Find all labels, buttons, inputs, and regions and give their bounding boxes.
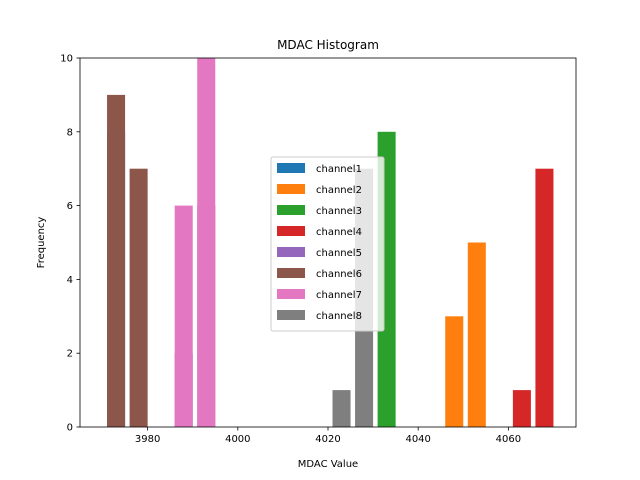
bar-channel8-4023 xyxy=(332,390,351,427)
y-tick-label: 2 xyxy=(67,349,73,360)
y-tick-label: 8 xyxy=(67,127,73,138)
bar-channel2-4053 xyxy=(467,242,486,427)
legend-label-channel6: channel6 xyxy=(316,269,362,280)
legend-box xyxy=(270,156,385,332)
x-tick-label: 4040 xyxy=(405,434,430,445)
x-axis: 3980 4000 4020 4040 4060 xyxy=(135,427,521,445)
legend-swatch-channel4 xyxy=(277,226,305,236)
y-tick-label: 0 xyxy=(67,423,73,434)
legend-label-channel8: channel8 xyxy=(316,311,362,322)
y-axis-label: Frequency xyxy=(36,217,47,269)
y-tick-label: 4 xyxy=(67,275,73,286)
bar-channel7-3988 xyxy=(174,205,193,427)
legend-swatch-channel1 xyxy=(277,163,305,173)
x-tick-label: 3980 xyxy=(135,434,160,445)
legend-label-channel4: channel4 xyxy=(316,227,362,238)
y-tick-label: 6 xyxy=(67,201,73,212)
bar-channel2-4048 xyxy=(445,316,464,427)
legend-swatch-channel8 xyxy=(277,310,305,320)
bar-channel4-4063 xyxy=(512,390,531,427)
x-axis-label: MDAC Value xyxy=(298,459,358,470)
bar-channel6-3973 xyxy=(107,94,126,428)
legend-swatch-channel2 xyxy=(277,184,305,194)
bar-channel7-3993 xyxy=(197,58,216,427)
bar-channel4-4068 xyxy=(535,168,554,427)
legend-label-channel3: channel3 xyxy=(316,206,362,217)
legend-label-channel1: channel1 xyxy=(316,164,362,175)
legend-label-channel7: channel7 xyxy=(316,290,362,301)
x-tick-label: 4020 xyxy=(315,434,340,445)
legend: channel1 channel2 channel3 channel4 channel5… xyxy=(270,156,385,332)
legend-swatch-channel7 xyxy=(277,289,305,299)
legend-swatch-channel3 xyxy=(277,205,305,215)
y-tick-label: 10 xyxy=(60,54,73,65)
bar-channel6-3978 xyxy=(129,168,148,427)
y-axis: 0 2 4 6 8 10 xyxy=(60,54,80,434)
legend-label-channel5: channel5 xyxy=(316,248,362,259)
x-tick-label: 4000 xyxy=(225,434,250,445)
legend-label-channel2: channel2 xyxy=(316,185,362,196)
chart-title: MDAC Histogram xyxy=(277,38,379,52)
legend-swatch-channel6 xyxy=(277,268,305,278)
legend-swatch-channel5 xyxy=(277,247,305,257)
x-tick-label: 4060 xyxy=(496,434,521,445)
